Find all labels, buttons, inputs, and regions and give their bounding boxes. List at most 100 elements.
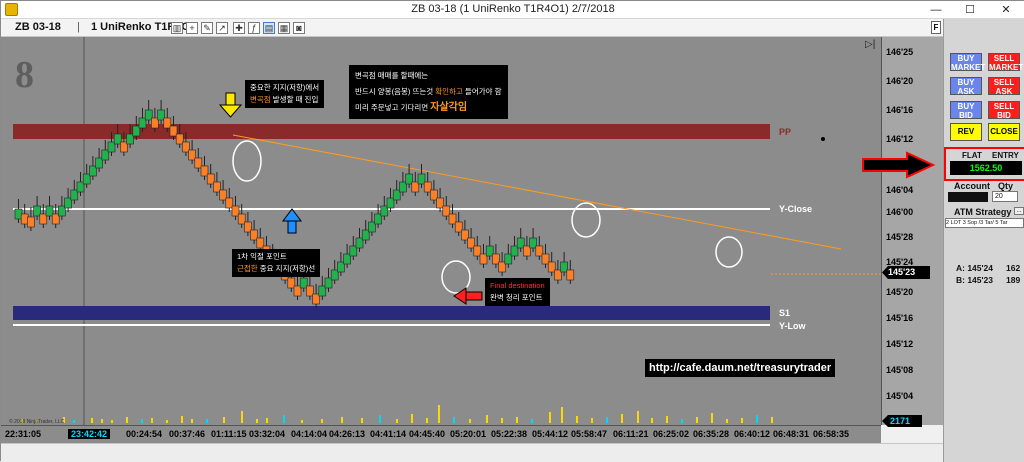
annotation-text: 변곡점 발생할 때 진입 — [250, 94, 319, 106]
annotation-text: 반드시 양봉(음봉) 뜨는것 확인하고 들어가야 함 — [355, 84, 502, 100]
buy-market-button[interactable]: BUY MARKET — [950, 53, 986, 72]
bull-candle — [101, 149, 110, 161]
bull-candle — [349, 245, 358, 257]
bear-candle — [194, 157, 203, 169]
bear-candle — [473, 245, 482, 257]
bear-candle — [523, 245, 531, 257]
close-position-button[interactable]: CLOSE — [988, 123, 1020, 141]
volume-bar — [206, 419, 208, 423]
app-icon — [5, 3, 18, 16]
window-title: ZB 03-18 (1 UniRenko T1R4O1) 2/7/2018 — [411, 3, 615, 15]
volume-bar — [576, 416, 578, 423]
bear-candle — [547, 261, 556, 273]
chart-trader-icon[interactable]: ▤ — [263, 22, 275, 34]
qty-input[interactable]: 20 — [992, 191, 1018, 202]
screenshot-icon[interactable]: ◙ — [293, 22, 305, 34]
bull-candle — [399, 181, 407, 193]
atm-options-button[interactable]: ... — [1014, 207, 1024, 215]
minimize-button[interactable]: — — [930, 4, 942, 16]
volume-bar — [469, 419, 471, 423]
sell-ask-button[interactable]: SELL ASK — [988, 77, 1020, 96]
draw-tool-icon[interactable]: ↗ — [216, 22, 228, 34]
volume-bar — [606, 417, 608, 423]
bull-candle — [45, 205, 54, 217]
crosshair-icon[interactable]: ✚ — [233, 22, 245, 34]
qty-label: Qty — [998, 181, 1014, 191]
volume-bar — [283, 415, 285, 423]
bear-candle — [244, 221, 252, 233]
price-label: 145'04 — [886, 391, 914, 401]
bear-candle — [535, 245, 544, 257]
buy-ask-button[interactable]: BUY ASK — [950, 77, 982, 96]
f-button[interactable]: F — [931, 21, 941, 34]
data-box-icon[interactable]: ▦ — [278, 22, 290, 34]
volume-bar — [756, 415, 758, 423]
annotation-first-target: 1차 익절 포인트 근접한 중요 지지(저항)선 — [232, 249, 321, 277]
red-left-arrow-icon — [453, 287, 483, 305]
volume-bar — [266, 418, 268, 423]
bars-icon[interactable]: ▥ — [171, 22, 183, 34]
volume-bar — [453, 417, 455, 423]
volume-bar — [516, 417, 518, 423]
bull-candle — [70, 189, 79, 201]
zoom-in-icon[interactable]: + — [186, 22, 198, 34]
reverse-button[interactable]: REV — [950, 123, 982, 141]
maximize-button[interactable]: ☐ — [965, 4, 975, 16]
annotation-highlight: Final destination — [490, 281, 545, 290]
annotation-highlight: 근접한 — [237, 264, 258, 273]
price-label: 146'12 — [886, 134, 914, 144]
volume-bar — [223, 417, 225, 423]
volume-bar — [621, 414, 623, 423]
bull-candle — [374, 213, 382, 225]
account-selector[interactable] — [948, 192, 988, 202]
time-label: 05:58:47 — [571, 429, 608, 439]
bear-candle — [430, 189, 438, 201]
bull-candle — [299, 277, 308, 289]
volume-bar — [111, 420, 113, 423]
pencil-icon[interactable]: ✎ — [201, 22, 213, 34]
price-label: 145'28 — [886, 232, 914, 242]
time-axis[interactable]: 22:31:05 23:42:42 00:24:54 00:37:46 01:11:15… — [1, 425, 881, 443]
toolbar-separator: | — [77, 21, 80, 33]
volume-bar — [101, 419, 103, 423]
volume-bar — [126, 417, 128, 423]
bear-candle — [169, 125, 178, 137]
url-watermark[interactable]: http://cafe.daum.net/treasurytrader — [645, 359, 836, 377]
volume-bar — [73, 420, 75, 423]
volume-bar — [21, 419, 23, 423]
bear-candle — [175, 133, 184, 145]
volume-bar — [561, 407, 563, 423]
pivot-circle — [571, 202, 601, 238]
annotation-entry: 중요한 지지(저항)에서 변곡점 발생할 때 진입 — [245, 80, 325, 108]
chart-canvas[interactable]: PP Y-Close S1 Y-Low — [1, 37, 881, 425]
chart-trader-panel: BUY MARKET SELL MARKET BUY ASK SELL ASK … — [943, 19, 1024, 462]
sell-bid-button[interactable]: SELL BID — [988, 101, 1020, 120]
time-label: 06:58:35 — [813, 429, 850, 439]
volume-bar — [426, 418, 428, 423]
bear-candle — [120, 141, 128, 153]
chart-tabs-icon[interactable]: ▷| — [865, 39, 876, 50]
bull-candle — [58, 205, 66, 217]
volume-bar — [651, 418, 653, 423]
price-axis[interactable]: F 146'25146'20146'16146'12146'08146'0414… — [881, 21, 943, 427]
time-label: 06:35:28 — [693, 429, 730, 439]
bull-candle — [337, 261, 345, 273]
status-bar — [1, 443, 943, 462]
sell-market-button[interactable]: SELL MARKET — [988, 53, 1024, 72]
time-label: 05:22:38 — [491, 429, 528, 439]
volume-bar — [191, 419, 193, 423]
bull-candle — [76, 181, 85, 193]
bar-type-selector[interactable]: 1 UniRenko T1R4O1 — [91, 21, 197, 33]
volume-bar — [181, 416, 183, 423]
pivot-circle — [715, 236, 743, 268]
atm-strategy-select[interactable]: 2 LOT 3 Sop /3 Tar/ 5 Tar — [945, 218, 1024, 228]
pnl-display: 1562.50 — [950, 161, 1022, 175]
bull-candle — [33, 205, 41, 217]
annotation-text: 완벽 청리 포인트 — [490, 293, 543, 302]
bull-candle — [516, 237, 525, 249]
bear-candle — [219, 189, 227, 201]
buy-bid-button[interactable]: BUY BID — [950, 101, 982, 120]
instrument-selector[interactable]: ZB 03-18 — [15, 21, 61, 33]
close-button[interactable]: ✕ — [1001, 4, 1011, 16]
indicator-icon[interactable]: ƒ — [248, 22, 260, 34]
